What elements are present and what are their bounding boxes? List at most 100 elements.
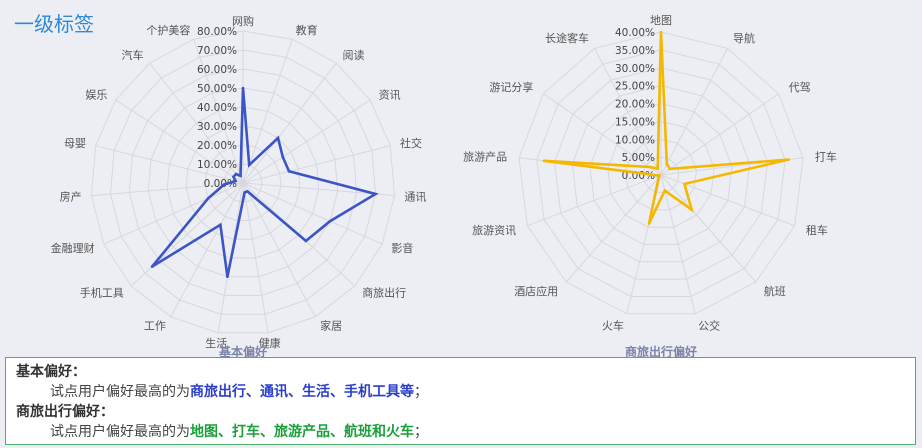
data-point (690, 208, 694, 212)
series-line (543, 31, 790, 225)
category-label: 长途客车 (545, 31, 589, 45)
category-label: 个护美容 (146, 23, 190, 37)
data-point (647, 165, 651, 169)
data-point (234, 172, 238, 176)
grid-spoke (103, 182, 244, 245)
summary-box: 基本偏好： 试点用户偏好最高的为商旅出行、通讯、生活、手机工具等； 商旅出行偏好… (5, 357, 916, 445)
tick-label: 10.00% (197, 159, 237, 171)
data-point (219, 223, 222, 227)
data-point (657, 176, 660, 179)
category-label: 商旅出行 (362, 286, 406, 300)
tick-label: 20.00% (615, 99, 655, 111)
grid-ring (536, 49, 786, 297)
grid-ring (518, 31, 804, 315)
category-label: 导航 (733, 31, 755, 45)
data-point (374, 192, 377, 196)
grid-ring (90, 30, 396, 334)
category-label: 工作 (144, 320, 166, 333)
grid-spoke (527, 174, 662, 227)
grid-spoke (660, 93, 779, 176)
tick-label: 5.00% (622, 152, 655, 164)
tick-label: 60.00% (197, 64, 237, 76)
data-point (647, 222, 651, 225)
grid-ring (571, 85, 751, 263)
data-point (241, 86, 245, 90)
tick-label: 15.00% (615, 116, 655, 128)
category-label: 手机工具 (80, 286, 124, 300)
grid-spoke (242, 62, 337, 184)
tick-label: 70.00% (197, 45, 237, 57)
data-point (663, 189, 667, 192)
tick-label: 40.00% (615, 27, 655, 39)
data-point (659, 30, 663, 34)
category-label: 房产 (60, 189, 82, 203)
grid-spoke (193, 39, 244, 184)
category-label: 阅读 (343, 48, 365, 62)
grid-ring (607, 120, 715, 228)
data-point (206, 197, 210, 200)
grid-spoke (242, 145, 391, 184)
grid-spoke (594, 48, 662, 176)
data-point (246, 190, 249, 193)
grid-spoke (149, 62, 244, 184)
category-label: 娱乐 (85, 87, 107, 101)
travel-summary-suffix: ； (414, 424, 428, 440)
data-point (328, 219, 332, 223)
data-point (276, 136, 280, 140)
grid-spoke (242, 39, 293, 184)
grid-spoke (91, 182, 244, 197)
tick-label: 20.00% (197, 140, 237, 152)
tick-label: 30.00% (615, 63, 655, 75)
travel-summary-highlight: 地图、打车、旅游产品、航班和火车 (190, 424, 414, 440)
page-title: 一级标签 (14, 12, 94, 36)
category-label: 旅游资讯 (472, 223, 516, 237)
data-point (234, 179, 237, 183)
grid-ring (166, 106, 320, 259)
grid-ring (185, 125, 301, 240)
category-label: 影音 (391, 241, 413, 255)
data-point (683, 182, 686, 186)
grid-ring (589, 102, 733, 245)
grid-ring (624, 138, 698, 211)
data-point (658, 174, 661, 177)
category-label: 汽车 (122, 48, 144, 62)
category-label: 网购 (232, 14, 254, 28)
basic-preference-radar-chart: 0.00% 10.00% 20.00% 30.00% 40.00% 50.00% 60.00… (51, 14, 427, 359)
grid-spoke (115, 99, 244, 184)
category-label: 生活 (205, 336, 227, 350)
travel-preference-radar-chart: 0.00%5.00%10.00%15.00%20.00%25.00%30.00%… (463, 14, 837, 359)
data-point (656, 167, 659, 170)
category-label: 通讯 (404, 190, 426, 203)
data-point (287, 170, 291, 173)
tick-label: 10.00% (615, 134, 655, 146)
grid-ring (553, 67, 769, 280)
travel-summary-heading: 商旅出行偏好： (16, 404, 114, 420)
category-label: 金融理财 (51, 241, 95, 255)
grid-spoke (242, 182, 383, 245)
grid-spoke (130, 182, 244, 287)
data-point (542, 159, 546, 163)
data-point (222, 183, 226, 186)
data-point (787, 158, 791, 161)
data-point (150, 265, 154, 268)
category-label: 酒店应用 (514, 284, 558, 298)
grid-ring (147, 87, 339, 278)
category-label: 教育 (296, 23, 318, 37)
category-label: 火车 (602, 319, 624, 333)
category-label: 旅游产品 (463, 149, 507, 163)
grid-spoke (660, 174, 757, 283)
basic-summary-heading: 基本偏好： (16, 364, 86, 380)
tick-label: 80.00% (197, 26, 237, 38)
tick-label: 25.00% (615, 81, 655, 93)
data-point (668, 167, 672, 171)
basic-summary-line: 试点用户偏好最高的为商旅出行、通讯、生活、手机工具等； (16, 382, 905, 402)
category-label: 航班 (764, 284, 786, 298)
grid-spoke (660, 174, 795, 227)
travel-summary-prefix: 试点用户偏好最高的为 (50, 424, 190, 440)
chart-title: 商旅出行偏好 (625, 344, 697, 359)
grid-spoke (95, 145, 244, 184)
basic-summary-prefix: 试点用户偏好最高的为 (50, 384, 190, 400)
category-label: 社交 (400, 136, 422, 150)
grid-spoke (660, 48, 728, 176)
grid-spoke (565, 174, 662, 283)
